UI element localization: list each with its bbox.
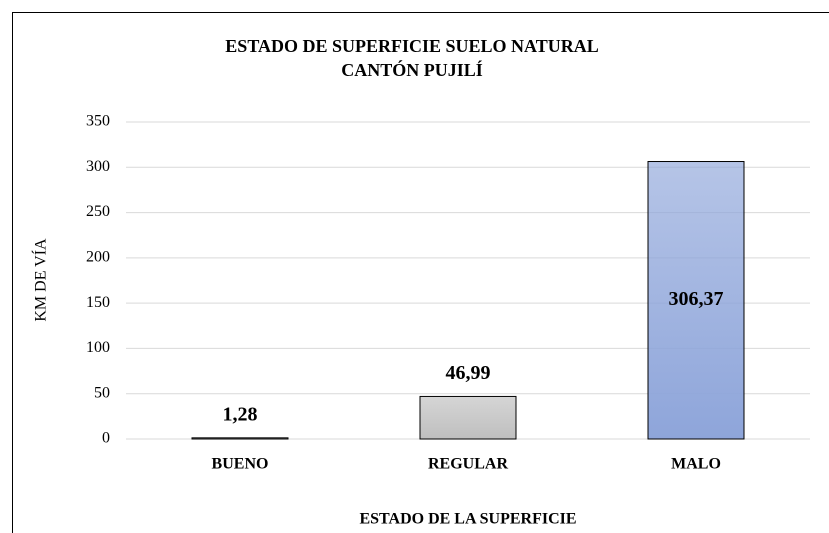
x-axis-title: ESTADO DE LA SUPERFICIE [359, 511, 576, 528]
data-label: 46,99 [446, 362, 491, 384]
y-tick-label: 300 [86, 158, 110, 175]
y-tick-label: 50 [94, 384, 110, 401]
x-tick-label: REGULAR [428, 456, 508, 473]
y-tick-label: 100 [86, 339, 110, 356]
y-tick-label: 200 [86, 249, 110, 266]
data-label: 306,37 [669, 288, 724, 310]
bar [419, 395, 517, 440]
bar [191, 437, 289, 440]
chart-title: CANTÓN PUJILÍ [341, 59, 483, 80]
x-tick-label: BUENO [212, 456, 269, 473]
y-tick-label: 150 [86, 294, 110, 311]
data-label: 1,28 [223, 403, 258, 425]
chart-title: ESTADO DE SUPERFICIE SUELO NATURAL [225, 36, 598, 56]
y-axis-title: KM DE VÍA [31, 238, 50, 322]
y-tick-label: 0 [102, 430, 110, 447]
x-tick-label: MALO [671, 456, 721, 473]
y-tick-label: 350 [86, 113, 110, 130]
y-tick-label: 250 [86, 203, 110, 220]
bar [647, 161, 745, 440]
